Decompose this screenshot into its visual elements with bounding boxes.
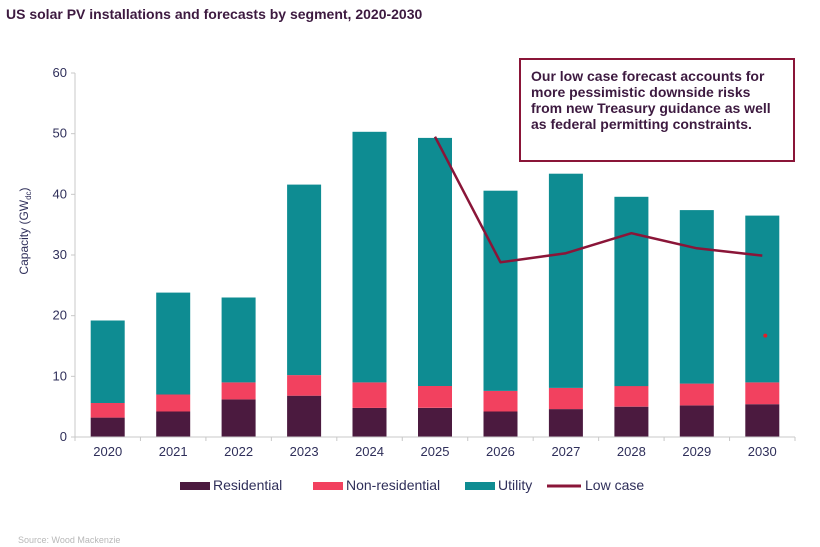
bar-utility-2026 <box>483 190 518 391</box>
y-axis-label-subscript: dc <box>24 191 33 199</box>
bar-utility-2030 <box>745 215 780 383</box>
x-tick-label: 2021 <box>159 444 188 459</box>
x-tick-label: 2023 <box>290 444 319 459</box>
bar-residential-2025 <box>418 407 452 437</box>
bar-non-residential-2028 <box>614 386 649 407</box>
bar-non-residential-2030 <box>745 382 780 405</box>
legend-utility: Utility <box>465 477 532 493</box>
low-case-line <box>433 136 763 264</box>
bar-utility-2029 <box>679 210 714 384</box>
legend-residential: Residential <box>180 477 282 493</box>
bar-utility-2028 <box>614 196 649 387</box>
bar-residential-2029 <box>679 405 714 437</box>
x-tick-label: 2020 <box>93 444 122 459</box>
bar-residential-2020 <box>90 417 125 437</box>
y-axis: 0 10 20 30 40 50 60 <box>53 65 76 444</box>
bar-non-residential-2022 <box>221 382 256 400</box>
legend: Residential Non-residential Utility Low cas… <box>180 477 644 493</box>
legend-utility-swatch <box>465 482 495 490</box>
bar-utility-2020 <box>90 320 125 403</box>
bar-utility-2027 <box>548 173 583 388</box>
bar-utility-2021 <box>156 292 191 395</box>
y-tick-label: 0 <box>60 429 67 444</box>
bar-utility-2023 <box>287 184 322 376</box>
legend-non-residential: Non-residential <box>313 477 440 493</box>
bar-non-residential-2021 <box>156 394 191 412</box>
bar-residential-2021 <box>156 411 191 437</box>
x-tick-label: 2030 <box>748 444 777 459</box>
annotation-box: Our low case forecast accounts for more … <box>519 58 795 162</box>
bar-non-residential-2024 <box>352 382 387 408</box>
bar-utility-2022 <box>221 297 256 383</box>
x-tick-label: 2026 <box>486 444 515 459</box>
bar-non-residential-2029 <box>679 383 714 406</box>
bar-non-residential-2020 <box>90 403 125 418</box>
y-axis-label-main: Capacity (GW <box>17 199 31 274</box>
legend-residential-label: Residential <box>213 477 282 493</box>
low-case-series <box>433 136 768 338</box>
stray-point <box>763 333 768 338</box>
bar-utility-2024 <box>352 131 387 383</box>
x-tick-label: 2024 <box>355 444 384 459</box>
y-axis-label: Capacity (GWdc) <box>17 187 33 274</box>
bar-non-residential-2025 <box>418 386 452 408</box>
bar-non-residential-2023 <box>287 375 322 396</box>
y-tick-label: 10 <box>53 368 67 383</box>
bar-residential-2024 <box>352 407 387 437</box>
legend-low-case-label: Low case <box>585 477 644 493</box>
legend-low-case: Low case <box>547 477 644 493</box>
x-tick-label: 2027 <box>551 444 580 459</box>
bar-non-residential-2026 <box>483 390 518 412</box>
bar-residential-2027 <box>548 409 583 437</box>
x-tick-label: 2022 <box>224 444 253 459</box>
y-tick-label: 30 <box>53 247 67 262</box>
chart-title: US solar PV installations and forecasts … <box>6 6 423 22</box>
x-tick-label: 2025 <box>421 444 450 459</box>
x-tick-label: 2028 <box>617 444 646 459</box>
y-axis-label-close: ) <box>17 187 31 191</box>
source-note: Source: Wood Mackenzie <box>18 535 121 545</box>
bar-residential-2026 <box>483 411 518 437</box>
legend-residential-swatch <box>180 482 210 490</box>
bar-utility-2025 <box>418 137 452 386</box>
bar-non-residential-2027 <box>548 387 583 410</box>
x-tick-label: 2029 <box>682 444 711 459</box>
bar-residential-2022 <box>221 399 256 437</box>
svg-text:Capacity (GWdc): Capacity (GWdc) <box>17 187 33 274</box>
y-tick-label: 20 <box>53 308 67 323</box>
x-axis: 2020 2021 2022 2023 2024 2025 2026 2027 2028 2029… <box>74 436 796 459</box>
legend-non-residential-label: Non-residential <box>346 477 440 493</box>
bar-residential-2028 <box>614 406 649 437</box>
legend-non-residential-swatch <box>313 482 343 490</box>
bar-residential-2023 <box>287 395 322 437</box>
bar-residential-2030 <box>745 404 780 437</box>
y-tick-label: 50 <box>53 126 67 141</box>
bars <box>90 131 780 437</box>
y-tick-label: 40 <box>53 186 67 201</box>
y-tick-label: 60 <box>53 65 67 80</box>
legend-utility-label: Utility <box>498 477 532 493</box>
